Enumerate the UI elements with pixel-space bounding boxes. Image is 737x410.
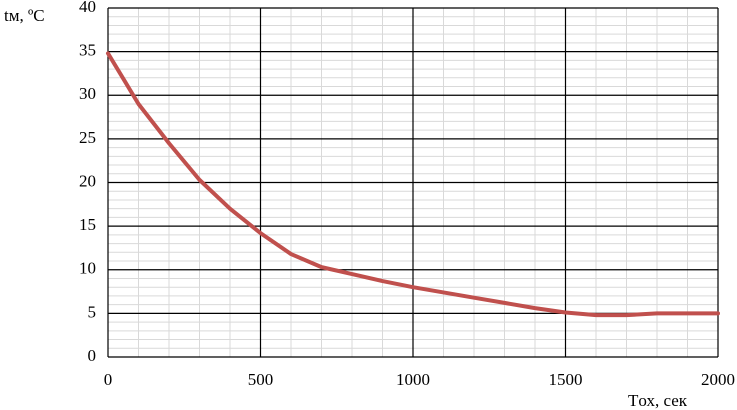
y-tick-label: 10 — [79, 259, 96, 278]
x-tick-label: 500 — [248, 370, 274, 389]
y-tick-label: 35 — [79, 41, 96, 60]
line — [106, 51, 720, 318]
y-tick-label: 5 — [88, 302, 97, 321]
y-tick-label: 40 — [79, 0, 96, 16]
x-tick-label: 0 — [104, 370, 113, 389]
y-tick-label: 15 — [79, 215, 96, 234]
x-tick-label: 1500 — [549, 370, 583, 389]
y-axis-title: tм, ºC — [4, 6, 45, 25]
x-axis-title: Tох, сек — [628, 391, 688, 410]
y-tick-label: 30 — [79, 84, 96, 103]
y-tick-label: 0 — [88, 346, 97, 365]
y-tick-label: 25 — [79, 128, 96, 147]
y-tick-label: 20 — [79, 171, 96, 190]
x-tick-label: 1000 — [396, 370, 430, 389]
x-tick-label: 2000 — [701, 370, 735, 389]
